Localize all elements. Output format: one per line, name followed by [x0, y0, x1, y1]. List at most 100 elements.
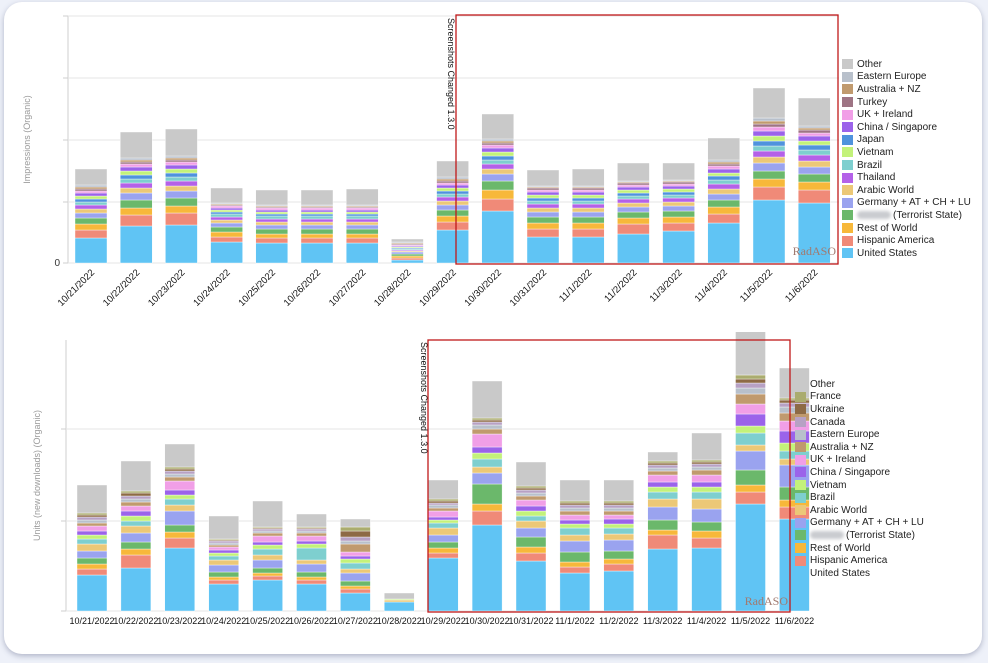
- legend-swatch: [795, 480, 806, 491]
- legend-item-australia-nz[interactable]: Australia + NZ: [842, 83, 971, 96]
- bar-segment-other: [76, 484, 108, 514]
- legend-item-arabic-world[interactable]: Arabic World: [842, 184, 971, 197]
- bar-segment-japan: [119, 174, 153, 180]
- legend-item-united-states[interactable]: United States: [795, 567, 924, 580]
- annotation-label: Screenshots Changed 1.3.0: [446, 18, 456, 130]
- legend-item-other[interactable]: Other: [842, 58, 971, 71]
- legend-label: Brazil: [857, 159, 883, 171]
- legend-item-uk-ireland[interactable]: UK + Ireland: [842, 108, 971, 121]
- legend-item-terrorist-state[interactable]: (Terrorist State): [842, 209, 971, 222]
- legend-item-uk-ireland[interactable]: UK + Ireland: [795, 454, 924, 467]
- bar-segment-arabic-world: [526, 207, 560, 213]
- legend-label: Rest of World: [857, 222, 918, 234]
- bar-segment-eastern-europe: [707, 159, 740, 163]
- legend-item-eastern-europe[interactable]: Eastern Europe: [795, 428, 924, 441]
- legend-item-china-singapore[interactable]: China / Singapore: [842, 121, 971, 134]
- bar-segment-canada: [471, 421, 503, 426]
- bar-segment-united-states: [735, 503, 766, 612]
- bar-segment-china-singapore: [296, 540, 327, 545]
- legend-item-vietnam[interactable]: Vietnam: [842, 146, 971, 159]
- bar-segment-canada: [515, 489, 547, 494]
- bar-segment-ukraine: [164, 468, 196, 472]
- legend-item-brazil[interactable]: Brazil: [842, 159, 971, 172]
- bar-segment-arabic-world: [120, 525, 152, 534]
- bar-segment-united-states: [255, 242, 289, 264]
- bar-segment-uk-ireland: [707, 165, 740, 170]
- legend-item-eastern-europe[interactable]: Eastern Europe: [842, 71, 971, 84]
- legend-item-hispanic-america[interactable]: Hispanic America: [842, 234, 971, 247]
- bar-segment-uk-ireland: [428, 510, 459, 518]
- bar-segment-terrorist-state: [119, 199, 153, 209]
- bar-segment-eastern-europe: [515, 492, 547, 497]
- bar-segment-thailand: [255, 218, 289, 223]
- bar-segment-other: [515, 461, 547, 487]
- bar-segment-united-states: [165, 224, 198, 264]
- bar-segment-uk-ireland: [572, 189, 605, 193]
- bar-segment-china-singapore: [752, 130, 786, 137]
- bar-segment-other: [617, 162, 650, 182]
- bar-segment-vietnam: [210, 209, 243, 213]
- bar-segment-eastern-europe: [296, 530, 327, 534]
- legend-item-arabic-world[interactable]: Arabic World: [795, 504, 924, 517]
- x-tick-label: 10/21/2022: [69, 616, 114, 626]
- legend-item-turkey[interactable]: Turkey: [842, 96, 971, 109]
- bar-segment-turkey: [707, 163, 740, 167]
- legend-swatch: [795, 530, 806, 541]
- legend-item-united-states[interactable]: United States: [842, 247, 971, 260]
- bar-segment-terrorist-state: [471, 483, 503, 505]
- bar-segment-other: [300, 189, 334, 206]
- bar-segment-vietnam: [74, 195, 108, 200]
- bar-segment-rest-of-world: [603, 558, 634, 565]
- legend-item-terrorist-state[interactable]: (Terrorist State): [795, 529, 924, 542]
- bar-segment-australia-nz: [296, 532, 327, 537]
- bar-segment-germany-at-ch-lu: [346, 224, 379, 230]
- legend-item-japan[interactable]: Japan: [842, 134, 971, 147]
- legend-item-brazil[interactable]: Brazil: [795, 491, 924, 504]
- bar-segment-china-singapore: [119, 166, 153, 172]
- bar-segment-terrorist-state: [735, 469, 766, 486]
- legend-swatch: [795, 505, 806, 516]
- y-axis-label: Units (new downloads) (Organic): [32, 410, 42, 541]
- bar-segment-other: [603, 479, 634, 502]
- legend-item-hispanic-america[interactable]: Hispanic America: [795, 554, 924, 567]
- bar-segment-united-states: [617, 233, 650, 264]
- bar-segment-germany-at-ch-lu: [74, 212, 108, 219]
- legend-label: Japan: [857, 134, 885, 146]
- bar-segment-arabic-world: [208, 559, 239, 566]
- legend-swatch: [795, 568, 806, 579]
- legend-item-other[interactable]: Other: [795, 378, 924, 391]
- bar-segment-hispanic-america: [691, 537, 722, 549]
- legend-swatch: [795, 492, 806, 503]
- bar-segment-brazil: [691, 491, 722, 500]
- bar-segment-germany-at-ch-lu: [340, 572, 371, 582]
- legend-label: United States: [810, 567, 871, 579]
- bar-segment-china-singapore: [798, 135, 831, 142]
- bar-segment-terrorist-state: [617, 211, 650, 219]
- bar-segment-terrorist-state: [691, 521, 722, 532]
- bar-segment-vietnam: [526, 194, 560, 199]
- bar-segment-uk-ireland: [255, 207, 289, 211]
- bar-segment-rest-of-world: [74, 223, 108, 231]
- legend-item-rest-of-world[interactable]: Rest of World: [842, 222, 971, 235]
- legend-item-germany-at-ch-lu[interactable]: Germany + AT + CH + LU: [842, 197, 971, 210]
- legend-item-vietnam[interactable]: Vietnam: [795, 479, 924, 492]
- legend-item-thailand[interactable]: Thailand: [842, 171, 971, 184]
- bar-segment-hispanic-america: [119, 214, 153, 227]
- legend-item-china-singapore[interactable]: China / Singapore: [795, 466, 924, 479]
- bar-segment-australia-nz: [252, 532, 283, 537]
- bar-segment-hispanic-america: [252, 575, 283, 581]
- legend-item-australia-nz[interactable]: Australia + NZ: [795, 441, 924, 454]
- legend-item-rest-of-world[interactable]: Rest of World: [795, 542, 924, 555]
- bar-segment-terrorist-state: [340, 580, 371, 587]
- bar-segment-france: [559, 500, 591, 504]
- legend-item-france[interactable]: France: [795, 391, 924, 404]
- bar-segment-france: [603, 500, 634, 504]
- bar-segment-eastern-europe: [603, 507, 634, 512]
- watermark: RadASO: [793, 244, 837, 258]
- bar-segment-arabic-world: [119, 187, 153, 194]
- bar-segment-japan: [572, 197, 605, 202]
- bar-segment-germany-at-ch-lu: [662, 205, 695, 212]
- legend-item-germany-at-ch-lu[interactable]: Germany + AT + CH + LU: [795, 517, 924, 530]
- legend-item-ukraine[interactable]: Ukraine: [795, 403, 924, 416]
- legend-item-canada[interactable]: Canada: [795, 416, 924, 429]
